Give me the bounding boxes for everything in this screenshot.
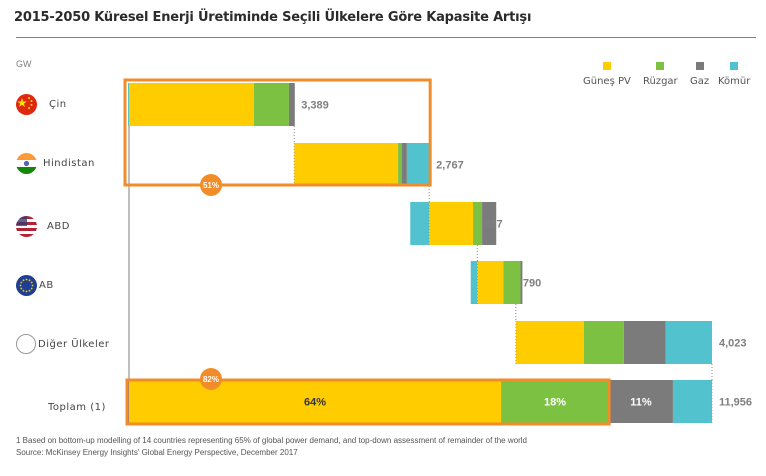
- row-label-text: Diğer Ülkeler: [38, 338, 110, 350]
- annotation-badge-text: 82%: [203, 375, 219, 384]
- row-label-text: ABD: [47, 220, 70, 232]
- chart-title: 2015-2050 Küresel Enerji Üretiminde Seçi…: [14, 10, 532, 25]
- bar-segment-solar: [129, 83, 254, 126]
- legend-label: Gaz: [690, 76, 710, 87]
- segment-percent-label: 64%: [304, 397, 326, 409]
- annotation-badge-text: 51%: [203, 181, 219, 190]
- bar-segment-gas: [288, 83, 295, 126]
- eu-flag-icon: [16, 274, 37, 296]
- segment-percent-label: 18%: [544, 397, 566, 409]
- bar-segment-wind: [473, 202, 483, 245]
- legend-swatch-solar: [602, 62, 611, 70]
- bar-total-label: 3,389: [301, 100, 329, 112]
- india-flag-icon: [16, 152, 37, 174]
- bar-segment-coal: [470, 261, 478, 304]
- usa-flag-icon: [16, 215, 37, 237]
- bar-segment-gas: [482, 202, 497, 245]
- bar-total-label: 790: [523, 278, 541, 290]
- bar-segment-wind: [503, 261, 521, 304]
- unit-label: GW: [16, 59, 32, 69]
- bar-segment-coal: [410, 202, 430, 245]
- row-label-eu: AB: [16, 274, 54, 296]
- bar-segment-solar: [477, 261, 504, 304]
- bar-segment-wind: [398, 143, 403, 186]
- footnote-source: Source: McKinsey Energy Insights' Global…: [16, 448, 298, 457]
- legend-label: Güneş PV: [583, 76, 631, 87]
- bar-segment-solar: [429, 202, 474, 245]
- row-label-text: Hindistan: [43, 157, 95, 169]
- bar-segment-coal: [672, 380, 712, 423]
- highlight-box-china-india: [123, 78, 432, 187]
- legend-label: Rüzgar: [643, 76, 678, 87]
- bar-segment-wind: [501, 380, 610, 423]
- other-countries-icon: [16, 334, 36, 354]
- bar-total-label: 2,767: [436, 160, 464, 172]
- legend-item-gas: Gaz: [690, 62, 709, 87]
- annotation-badge-51: [200, 174, 222, 196]
- row-label-india: Hindistan: [16, 152, 95, 174]
- bar-segment-gas: [609, 380, 673, 423]
- legend-swatch-wind: [656, 62, 665, 70]
- bar-segment-wind: [253, 83, 289, 126]
- row-label-text: Çin: [49, 98, 67, 110]
- highlight-box-renewables: [125, 378, 611, 426]
- segment-percent-label: 11%: [630, 397, 652, 409]
- row-label-total: Toplam (1): [48, 402, 106, 413]
- bar-segment-solar: [129, 380, 502, 423]
- legend-item-coal: Kömür: [718, 62, 750, 87]
- bar-total-label: 4,023: [719, 338, 747, 350]
- bar-segment-solar: [294, 143, 399, 186]
- row-label-usa: ABD: [16, 215, 70, 237]
- bar-segment-coal: [665, 321, 712, 364]
- legend-swatch-coal: [730, 62, 739, 70]
- legend-item-wind: Rüzgar: [643, 62, 678, 87]
- legend-swatch-gas: [695, 62, 704, 70]
- title-divider: [16, 37, 756, 38]
- row-label-other-countries: Diğer Ülkeler: [16, 333, 110, 355]
- bar-segment-gas: [402, 143, 407, 186]
- bar-segment-gas: [623, 321, 666, 364]
- bar-segment-wind: [583, 321, 624, 364]
- legend-item-solar: Güneş PV: [583, 62, 631, 87]
- bar-segment-gas: [520, 261, 523, 304]
- row-label-china: Çin: [16, 93, 67, 115]
- bar-total-label: 11,956: [719, 397, 752, 409]
- footnote-1: 1 Based on bottom-up modelling of 14 cou…: [16, 436, 527, 445]
- bar-segment-coal: [406, 143, 430, 186]
- china-flag-icon: [16, 93, 37, 115]
- bar-segment-coal: [128, 83, 129, 126]
- legend-label: Kömür: [718, 76, 751, 87]
- annotation-badge-82: [200, 368, 222, 390]
- bar-total-label: 987: [484, 219, 502, 231]
- bar-segment-solar: [515, 321, 584, 364]
- row-label-text: AB: [39, 279, 54, 291]
